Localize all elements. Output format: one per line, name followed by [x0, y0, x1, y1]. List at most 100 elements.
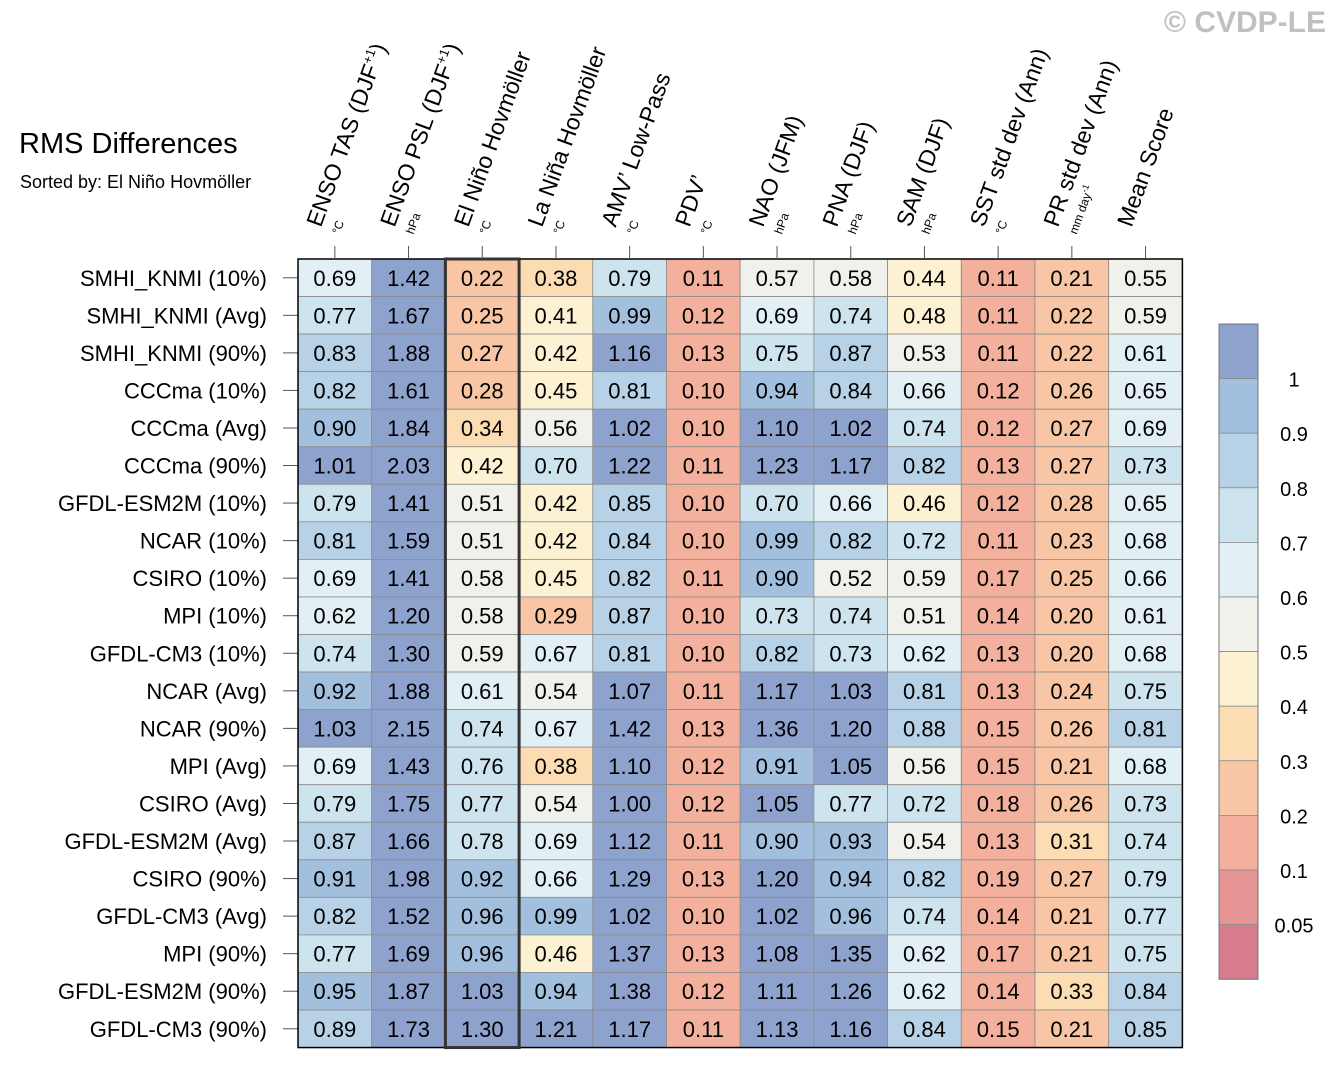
- heatmap-cell: [813, 746, 889, 786]
- cell-value: 0.10: [682, 604, 725, 629]
- cell-value: 0.12: [682, 979, 725, 1004]
- heatmap-cell: [444, 333, 520, 373]
- heatmap-cell: [813, 333, 889, 373]
- heatmap-cell: [297, 746, 373, 786]
- cell-value: 0.42: [535, 491, 578, 516]
- heatmap-cell: [960, 521, 1036, 560]
- colorbar-tick-label: 0.05: [1275, 916, 1314, 938]
- cell-value: 0.82: [756, 641, 799, 666]
- cell-value: 0.51: [461, 529, 504, 554]
- cell-value: 0.93: [829, 829, 872, 854]
- cell-value: 0.59: [903, 566, 946, 591]
- cell-value: 0.22: [1050, 341, 1093, 366]
- heatmap-cell: [444, 896, 520, 936]
- heatmap-cell: [813, 408, 889, 448]
- cell-value: 1.41: [387, 491, 430, 516]
- heatmap-cell: [960, 821, 1036, 861]
- cell-value: 0.31: [1050, 829, 1093, 854]
- heatmap-cell: [813, 596, 889, 635]
- cell-value: 1.87: [387, 979, 430, 1004]
- cell-value: 0.68: [1124, 529, 1167, 554]
- cell-value: 0.74: [461, 716, 504, 741]
- heatmap-cell: [739, 1009, 815, 1048]
- row-label: CCCma (90%): [124, 454, 267, 479]
- column-label-text: PNA (DJF): [817, 118, 879, 230]
- cell-value: 0.11: [683, 566, 724, 591]
- heatmap-cell: [297, 483, 373, 523]
- column-label: ENSO TAS (DJF+1): [301, 40, 391, 230]
- cell-value: 1.29: [608, 867, 651, 892]
- column-unit-text: hPa: [845, 211, 866, 236]
- cell-value: 0.69: [313, 566, 356, 591]
- heatmap-cell: [666, 671, 741, 710]
- cell-value: 0.69: [535, 829, 578, 854]
- cell-value: 0.21: [1050, 942, 1093, 967]
- cell-value: 0.79: [313, 491, 356, 516]
- cell-value: 0.20: [1050, 604, 1093, 629]
- cell-value: 0.22: [1050, 303, 1093, 328]
- cell-value: 0.10: [682, 641, 725, 666]
- heatmap-cell: [813, 371, 889, 410]
- heatmap-cell: [887, 859, 962, 898]
- colorbar-segment: [1218, 869, 1259, 925]
- heatmap-cell: [1108, 746, 1183, 786]
- colorbar-tick-label: 0.2: [1280, 806, 1308, 828]
- heatmap-cell: [592, 784, 667, 823]
- heatmap-cell: [739, 859, 815, 898]
- column-label-text: ENSO PSL (DJF: [375, 61, 458, 230]
- chart-title: RMS Differences: [19, 128, 238, 160]
- cell-value: 0.45: [535, 566, 578, 591]
- cell-value: 0.67: [535, 716, 578, 741]
- colorbar-tick-label: 0.1: [1280, 861, 1308, 883]
- heatmap-cell: [371, 408, 446, 448]
- cell-value: 0.92: [313, 679, 356, 704]
- heatmap-cell: [887, 408, 962, 448]
- cell-value: 0.10: [682, 416, 725, 441]
- column-unit-text: hPa: [919, 211, 940, 236]
- cell-value: 1.88: [387, 679, 430, 704]
- cell-value: 0.13: [682, 867, 725, 892]
- cell-value: 0.94: [756, 378, 799, 403]
- heatmap-cell: [960, 333, 1036, 373]
- heatmap-cell: [960, 934, 1036, 973]
- cell-value: 0.65: [1124, 378, 1167, 403]
- heatmap-cell: [813, 1009, 889, 1048]
- cell-value: 1.52: [387, 904, 430, 929]
- column-header: Mean Score: [1112, 104, 1179, 229]
- cell-value: 0.11: [683, 679, 724, 704]
- heatmap-cell: [960, 559, 1036, 598]
- column-unit-text: °C: [993, 218, 1011, 236]
- cell-value: 0.48: [903, 303, 946, 328]
- cell-value: 1.42: [608, 716, 651, 741]
- heatmap-cell: [297, 709, 373, 748]
- cell-value: 1.03: [461, 979, 504, 1004]
- cell-value: 0.13: [977, 454, 1020, 479]
- heatmap-cell: [813, 784, 889, 823]
- heatmap-cell: [739, 521, 815, 560]
- cell-value: 1.02: [608, 904, 651, 929]
- row-label: GFDL-CM3 (Avg): [96, 904, 267, 929]
- colorbar-tick-label: 0.7: [1280, 533, 1308, 555]
- heatmap-cell: [518, 333, 594, 373]
- row-label: CSIRO (Avg): [139, 791, 267, 816]
- cell-value: 0.14: [977, 979, 1020, 1004]
- cell-value: 0.23: [1050, 529, 1093, 554]
- cell-value: 0.81: [608, 641, 651, 666]
- colorbar-frame: [1218, 323, 1259, 980]
- cell-value: 1.61: [387, 378, 430, 403]
- cell-value: 1.10: [756, 416, 799, 441]
- cell-value: 0.34: [461, 416, 504, 441]
- cell-value: 0.61: [1124, 604, 1167, 629]
- heatmap-cell: [444, 596, 520, 635]
- cell-value: 0.54: [535, 791, 578, 816]
- cell-value: 0.82: [903, 454, 946, 479]
- column-unit: hPa: [403, 211, 424, 236]
- cell-value: 0.13: [682, 716, 725, 741]
- heatmap-cell: [297, 934, 373, 973]
- heatmap-cell: [1034, 634, 1110, 673]
- cell-value: 2.03: [387, 454, 430, 479]
- heatmap-cell: [666, 296, 741, 335]
- colorbar-segment: [1218, 705, 1259, 762]
- cell-value: 0.12: [682, 303, 725, 328]
- cell-value: 1.11: [756, 979, 797, 1004]
